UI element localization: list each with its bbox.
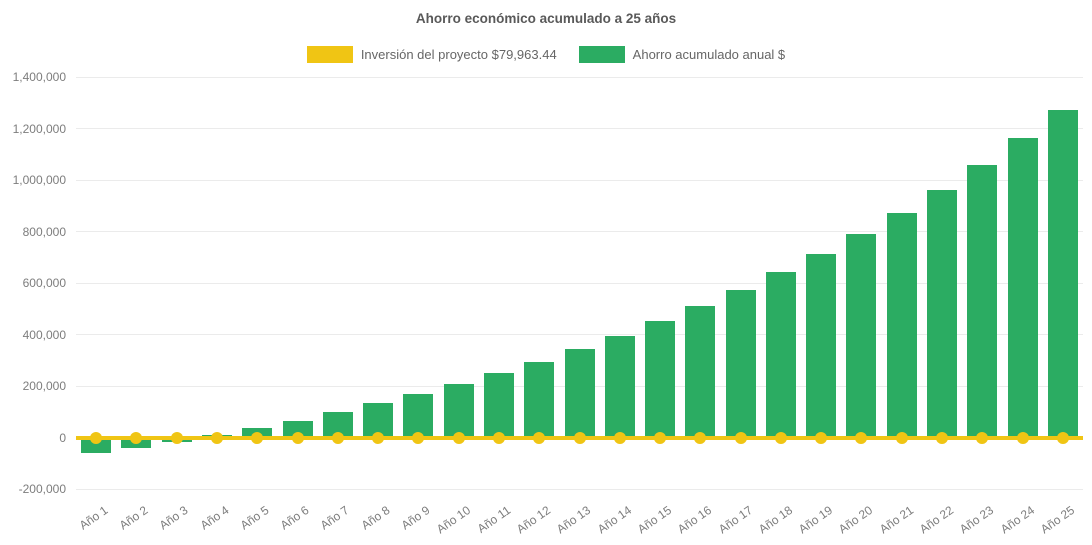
investment-line-marker[interactable] — [251, 431, 264, 444]
investment-line-marker[interactable] — [654, 431, 667, 444]
bar-año-23[interactable] — [967, 165, 998, 438]
investment-line-marker[interactable] — [694, 431, 707, 444]
investment-line-marker[interactable] — [412, 431, 425, 444]
x-tick-label: Año 13 — [554, 503, 594, 537]
y-tick-label: 600,000 — [22, 276, 66, 290]
bar-año-18[interactable] — [765, 272, 796, 438]
investment-line-marker[interactable] — [1056, 431, 1069, 444]
x-tick-label: Año 2 — [116, 503, 151, 533]
x-tick-label: Año 16 — [675, 503, 715, 537]
gridline — [76, 334, 1083, 335]
legend-swatch-green-icon — [578, 46, 625, 63]
x-tick-label: Año 15 — [634, 503, 675, 537]
investment-line-marker[interactable] — [533, 431, 546, 444]
x-tick-label: Año 21 — [876, 503, 916, 537]
x-tick-label: Año 5 — [237, 503, 272, 533]
bar-año-6[interactable] — [282, 420, 313, 438]
x-tick-label: Año 10 — [433, 503, 473, 537]
y-tick-label: 1,200,000 — [12, 121, 66, 136]
legend-item-inversion[interactable]: Inversión del proyecto $79,963.44 — [306, 46, 557, 63]
gridline — [76, 179, 1083, 181]
bar-año-20[interactable] — [846, 234, 877, 438]
investment-line-marker[interactable] — [936, 431, 949, 444]
y-tick-label: 200,000 — [22, 379, 66, 393]
investment-line-marker[interactable] — [774, 431, 787, 444]
investment-line-marker[interactable] — [331, 431, 344, 444]
bar-año-10[interactable] — [443, 383, 474, 438]
investment-line-marker[interactable] — [815, 431, 828, 444]
bar-año-21[interactable] — [886, 213, 917, 438]
bar-año-25[interactable] — [1047, 110, 1078, 438]
y-tick-label: -200,000 — [18, 482, 66, 496]
bar-año-1[interactable] — [81, 437, 112, 454]
investment-line-marker[interactable] — [210, 431, 223, 444]
bar-año-16[interactable] — [685, 306, 716, 438]
y-tick-label: 400,000 — [22, 327, 66, 342]
legend-label-inversion: Inversión del proyecto $79,963.44 — [360, 47, 557, 62]
y-tick-label: 0 — [59, 430, 66, 445]
investment-line-marker[interactable] — [130, 431, 143, 444]
bar-año-15[interactable] — [645, 321, 676, 438]
investment-line-marker[interactable] — [976, 431, 989, 444]
x-tick-label: Año 19 — [796, 503, 836, 537]
investment-line-marker[interactable] — [1016, 431, 1029, 444]
investment-line-marker[interactable] — [372, 431, 385, 444]
bar-año-17[interactable] — [725, 289, 756, 438]
gridline — [76, 282, 1083, 284]
investment-line-marker[interactable] — [170, 431, 183, 444]
x-tick-label: Año 6 — [277, 503, 312, 533]
gridline — [76, 488, 1083, 490]
legend-swatch-yellow-icon — [306, 46, 353, 63]
y-tick-label: 800,000 — [22, 224, 66, 239]
gridline — [76, 76, 1083, 78]
bar-año-13[interactable] — [564, 348, 595, 438]
bar-año-14[interactable] — [604, 336, 635, 438]
x-tick-label: Año 25 — [1037, 503, 1077, 537]
x-tick-label: Año 1 — [76, 503, 111, 533]
bar-año-12[interactable] — [524, 361, 555, 438]
investment-line-marker[interactable] — [855, 431, 868, 444]
x-tick-label: Año 11 — [474, 503, 513, 536]
x-tick-label: Año 17 — [715, 503, 755, 537]
investment-line-marker[interactable] — [734, 431, 747, 444]
investment-line-marker[interactable] — [492, 431, 505, 444]
legend-item-ahorro[interactable]: Ahorro acumulado anual $ — [578, 46, 786, 63]
x-tick-label: Año 9 — [398, 503, 433, 533]
legend: Inversión del proyecto $79,963.44 Ahorro… — [0, 46, 1092, 63]
bar-año-24[interactable] — [1007, 138, 1038, 438]
legend-label-ahorro: Ahorro acumulado anual $ — [632, 47, 786, 62]
x-tick-label: Año 22 — [916, 503, 957, 537]
x-tick-label: Año 3 — [157, 503, 191, 533]
bar-año-22[interactable] — [927, 190, 958, 438]
y-tick-label: 1,400,000 — [12, 70, 66, 84]
x-tick-label: Año 4 — [197, 503, 232, 533]
x-tick-label: Año 18 — [755, 503, 795, 537]
x-tick-label: Año 7 — [318, 503, 352, 533]
x-tick-label: Año 14 — [594, 503, 634, 537]
investment-line-marker[interactable] — [613, 431, 626, 444]
x-tick-label: Año 24 — [997, 503, 1037, 537]
gridline — [76, 231, 1083, 232]
investment-line-marker[interactable] — [573, 431, 586, 444]
bar-año-19[interactable] — [806, 253, 837, 438]
investment-line-marker[interactable] — [895, 431, 908, 444]
investment-line-marker[interactable] — [90, 431, 103, 444]
bar-año-11[interactable] — [483, 373, 514, 438]
bar-año-9[interactable] — [403, 394, 434, 438]
y-tick-label: 1,000,000 — [12, 173, 66, 187]
x-tick-label: Año 8 — [358, 503, 393, 533]
gridline — [76, 128, 1083, 129]
investment-line-marker[interactable] — [291, 431, 304, 444]
x-tick-label: Año 20 — [836, 503, 876, 537]
x-tick-label: Año 12 — [514, 503, 554, 537]
x-tick-label: Año 23 — [957, 503, 997, 537]
investment-line-marker[interactable] — [452, 431, 465, 444]
chart-title: Ahorro económico acumulado a 25 años — [415, 11, 677, 26]
